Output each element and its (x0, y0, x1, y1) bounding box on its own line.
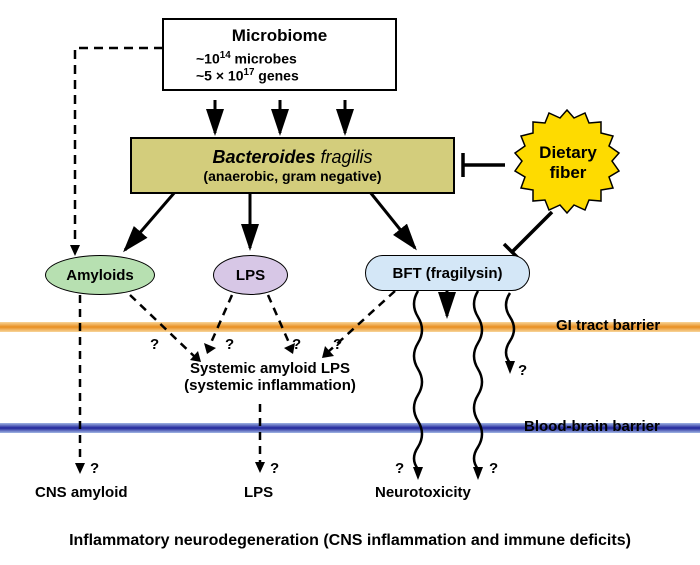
bacteroides-box: Bacteroides fragilis (anaerobic, gram ne… (130, 137, 455, 194)
bft-node: BFT (fragilysin) (365, 255, 530, 291)
lps-node: LPS (213, 255, 288, 295)
bft-label: BFT (fragilysin) (392, 265, 502, 282)
microbiome-box: Microbiome ~1014 microbes ~5 × 1017 gene… (162, 18, 397, 91)
microbiome-line1: ~1014 microbes (174, 50, 385, 67)
q-mark: ? (90, 460, 99, 477)
q-mark: ? (333, 336, 342, 353)
lps-label: LPS (236, 267, 265, 284)
microbiome-title: Microbiome (174, 26, 385, 46)
q-mark: ? (150, 336, 159, 353)
bottom-caption: Inflammatory neurodegeneration (CNS infl… (0, 532, 700, 550)
q-mark: ? (270, 460, 279, 477)
q-mark: ? (518, 362, 527, 379)
bacteroides-line1: Bacteroides fragilis (152, 147, 433, 168)
bbb-barrier-label: Blood-brain barrier (524, 418, 660, 435)
cns-amyloid-label: CNS amyloid (35, 484, 128, 501)
q-mark: ? (489, 460, 498, 477)
q-mark: ? (292, 336, 301, 353)
systemic-text: Systemic amyloid LPS (systemic inflammat… (155, 360, 385, 394)
microbiome-line2: ~5 × 1017 genes (174, 67, 385, 84)
lps-output-label: LPS (244, 484, 273, 501)
dietary-fiber-label: Dietary fiber (530, 143, 606, 183)
bacteroides-line2: (anaerobic, gram negative) (152, 168, 433, 184)
amyloids-label: Amyloids (66, 267, 134, 284)
q-mark: ? (395, 460, 404, 477)
amyloids-node: Amyloids (45, 255, 155, 295)
gi-barrier-label: GI tract barrier (556, 317, 660, 334)
q-mark: ? (225, 336, 234, 353)
neurotoxicity-label: Neurotoxicity (375, 484, 471, 501)
